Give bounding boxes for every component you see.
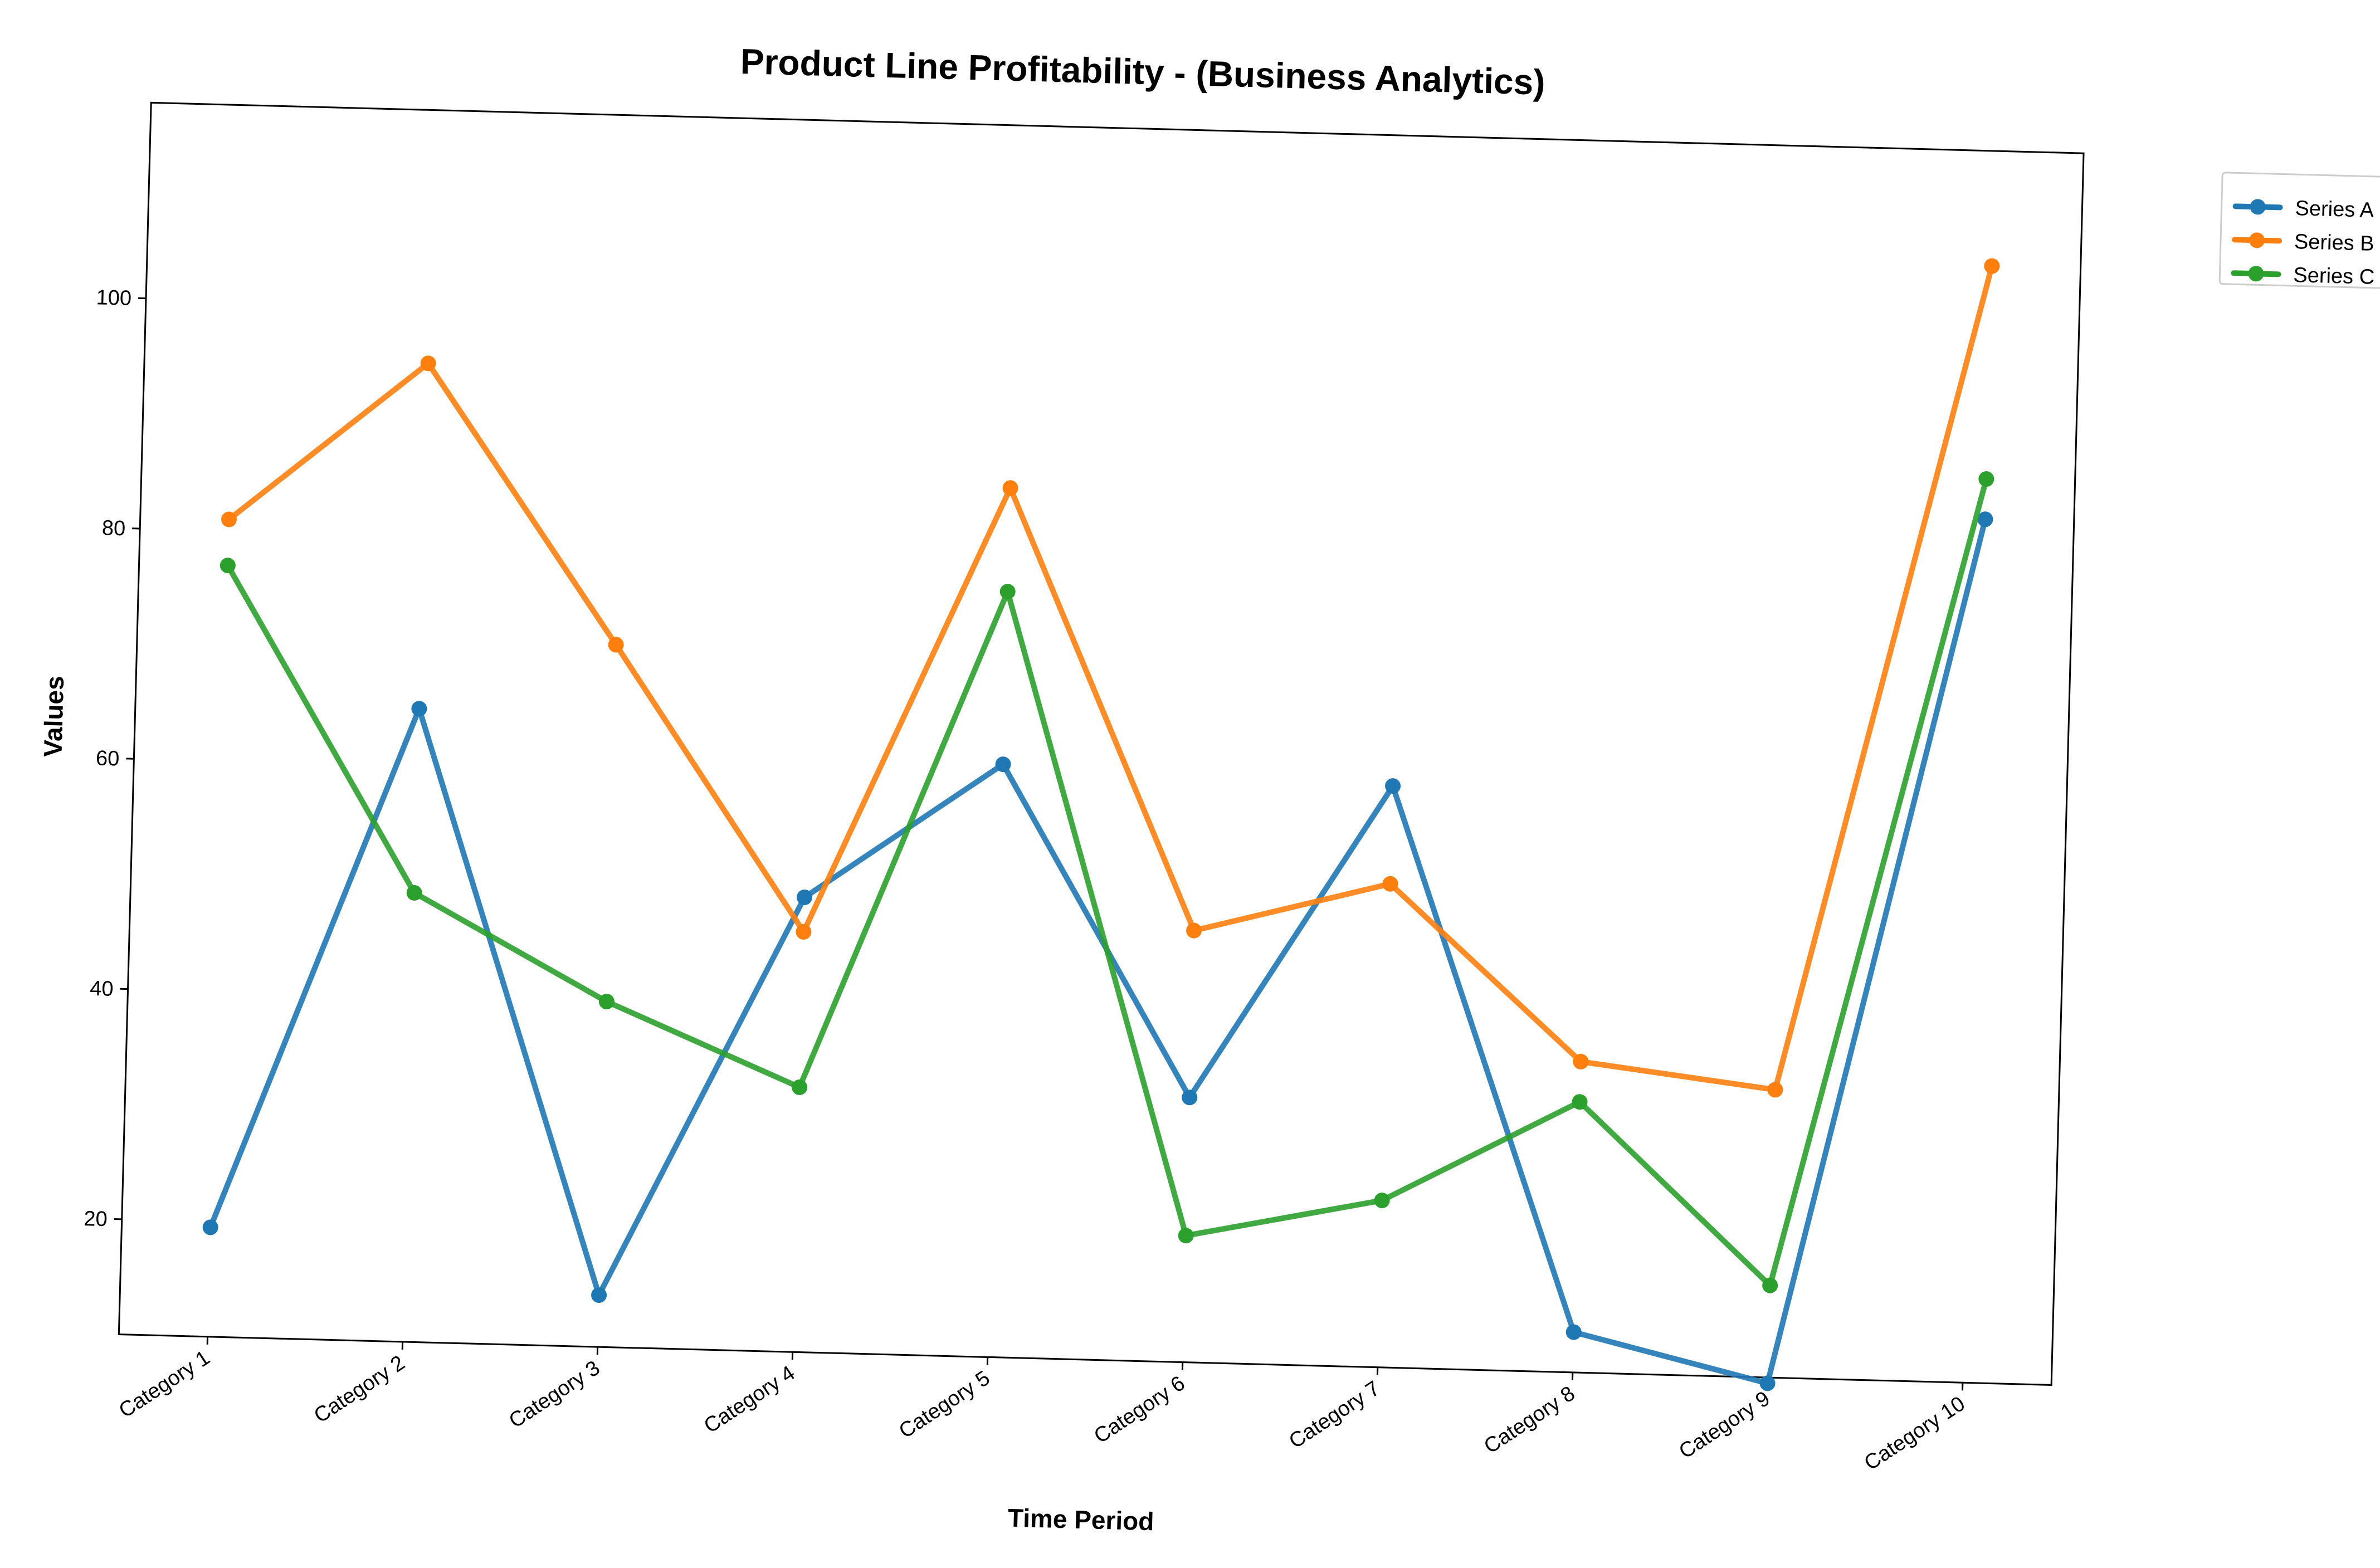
data-point xyxy=(796,924,812,940)
data-point xyxy=(221,511,237,527)
data-point xyxy=(1565,1324,1582,1340)
series-layer xyxy=(202,258,2000,1391)
data-point xyxy=(1573,1053,1589,1069)
x-axis-label: Time Period xyxy=(1007,1503,1154,1536)
data-point xyxy=(598,994,614,1010)
x-tick-label: Category 2 xyxy=(310,1351,409,1428)
chart-title: Product Line Profitability - (Business A… xyxy=(740,41,1545,102)
data-point xyxy=(1977,511,1993,527)
data-point xyxy=(420,355,436,372)
legend-marker xyxy=(2250,199,2266,215)
data-point xyxy=(1374,1193,1390,1209)
data-point xyxy=(591,1287,607,1303)
data-point xyxy=(1385,778,1401,794)
y-axis-label: Values xyxy=(38,676,69,758)
data-point xyxy=(1382,876,1398,892)
data-point xyxy=(1984,258,2000,274)
x-tick-label: Category 4 xyxy=(700,1361,799,1438)
series-line xyxy=(225,476,1989,1288)
data-point xyxy=(1186,922,1202,939)
x-tick-label: Category 8 xyxy=(1480,1382,1579,1459)
x-tick-label: Category 5 xyxy=(895,1366,994,1443)
data-point xyxy=(1759,1375,1776,1391)
plot-area xyxy=(118,101,2085,1386)
data-point xyxy=(1978,471,1994,487)
data-point xyxy=(1002,480,1018,496)
legend-marker xyxy=(2248,266,2264,282)
legend-label: Series B xyxy=(2294,230,2374,256)
data-point xyxy=(220,558,236,574)
y-tick-label: 40 xyxy=(90,977,114,1001)
data-point xyxy=(1572,1094,1588,1110)
x-tick-label: Category 3 xyxy=(505,1356,604,1433)
y-axis: 20 40 60 80 100 xyxy=(84,286,147,1231)
x-tick-label: Category 9 xyxy=(1675,1387,1774,1464)
legend-label: Series A xyxy=(2295,197,2374,222)
data-point xyxy=(797,889,813,905)
y-tick-label: 80 xyxy=(101,516,125,540)
data-point xyxy=(608,637,624,653)
x-tick-label: Category 7 xyxy=(1285,1376,1384,1453)
y-tick-label: 100 xyxy=(96,286,131,310)
data-point xyxy=(406,885,422,901)
data-point xyxy=(1762,1277,1778,1293)
data-point xyxy=(999,584,1016,600)
data-point xyxy=(792,1079,808,1095)
legend-marker xyxy=(2249,232,2265,248)
data-point xyxy=(411,701,427,717)
series-line xyxy=(207,516,1988,1386)
x-tick-label: Category 6 xyxy=(1090,1371,1189,1448)
data-point xyxy=(1178,1228,1194,1244)
data-point xyxy=(995,756,1011,773)
legend: Series A Series B Series C xyxy=(2218,172,2380,289)
x-tick-label: Category 10 xyxy=(1860,1392,1969,1475)
legend-label: Series C xyxy=(2293,263,2375,289)
series-line xyxy=(226,263,1995,1093)
y-tick-label: 20 xyxy=(84,1207,108,1231)
x-tick-label: Category 1 xyxy=(115,1346,214,1423)
x-axis: Category 1 Category 2 Category 3 Category 4… xyxy=(115,1336,1969,1475)
data-point xyxy=(1767,1082,1783,1098)
data-point xyxy=(1182,1090,1198,1106)
data-point xyxy=(202,1219,218,1235)
y-tick-label: 60 xyxy=(96,747,120,771)
